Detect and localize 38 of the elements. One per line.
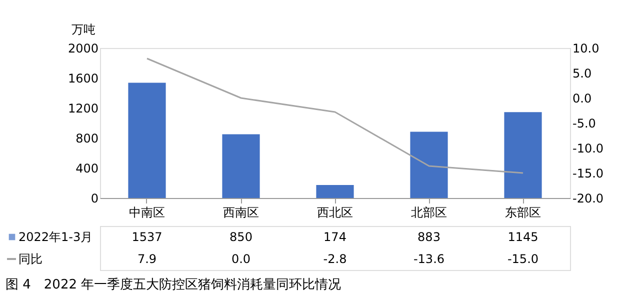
- data-label: -13.6: [413, 252, 445, 266]
- bar: [504, 112, 542, 198]
- y2-tick-label: 0.0: [572, 92, 592, 106]
- y-axis-title: 万吨: [72, 22, 96, 36]
- legend-label: 同比: [18, 252, 42, 266]
- line-series: [146, 58, 524, 174]
- y2-tick-label: 5.0: [572, 66, 592, 80]
- x-tick-label: 西北区: [317, 206, 353, 220]
- data-label: 1145: [508, 230, 538, 244]
- bar: [410, 132, 448, 198]
- data-label: 883: [418, 230, 440, 244]
- data-label: 1537: [132, 230, 162, 244]
- y-tick-label: 2000: [68, 42, 98, 56]
- x-tick-label: 西南区: [223, 206, 259, 220]
- bar: [316, 184, 354, 198]
- y2-tick-label: -10.0: [572, 142, 604, 156]
- legend-label: 2022年1-3月: [18, 230, 93, 244]
- data-label: -15.0: [507, 252, 539, 266]
- data-label: 7.9: [137, 252, 157, 266]
- x-tick-label: 中南区: [129, 206, 165, 220]
- y-tick-label: 1200: [68, 102, 98, 116]
- y2-tick-label: -20.0: [572, 192, 604, 206]
- y2-tick-label: 10.0: [572, 42, 600, 56]
- y-tick-label: 1600: [68, 72, 98, 86]
- y-tick-label: 800: [76, 132, 98, 146]
- data-label: 850: [230, 230, 252, 244]
- data-label: 174: [324, 230, 346, 244]
- y2-tick-label: -15.0: [572, 166, 604, 180]
- text: 图 4 2022 年一季度五大防控区猪饲料消耗量同环比情况: [6, 276, 342, 292]
- bar: [222, 134, 260, 198]
- x-tick-label: 北部区: [411, 206, 447, 220]
- data-label: 0.0: [231, 252, 251, 266]
- x-tick-label: 东部区: [505, 206, 541, 220]
- y2-tick-label: -5.0: [572, 116, 596, 130]
- y-tick-label: 0: [90, 192, 98, 206]
- bar: [128, 82, 166, 198]
- y-tick-label: 400: [76, 162, 98, 176]
- data-label: -2.8: [323, 252, 347, 266]
